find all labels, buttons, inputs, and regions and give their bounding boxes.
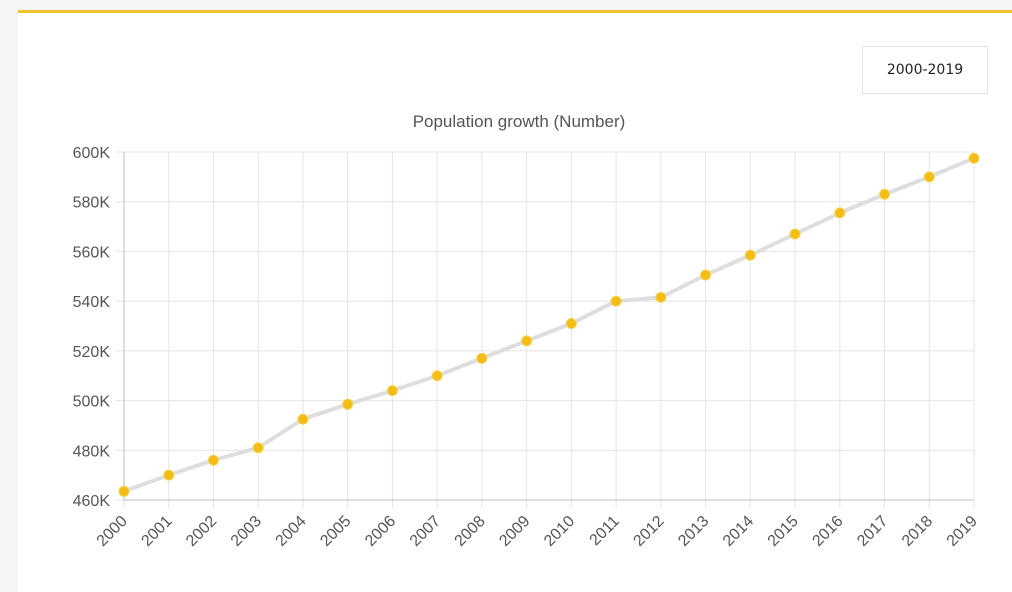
y-tick-label: 520K (73, 344, 111, 361)
x-tick-label: 2003 (228, 513, 265, 550)
data-point (252, 442, 264, 454)
x-tick-label: 2013 (675, 513, 712, 550)
data-point (789, 228, 801, 240)
y-tick-label: 480K (73, 443, 111, 460)
x-tick-label: 2006 (362, 513, 399, 550)
x-tick-label: 2015 (765, 513, 802, 550)
x-tick-label: 2009 (496, 513, 533, 550)
data-point (207, 454, 219, 466)
x-tick-label: 2004 (273, 513, 310, 550)
data-point (163, 469, 175, 481)
y-axis-ticks: 460K 480K 500K 520K 540K 560K 580K 600K (73, 145, 111, 510)
data-point (610, 295, 622, 307)
x-tick-label: 2011 (587, 513, 623, 549)
x-tick-label: 2017 (854, 513, 891, 550)
data-point (342, 398, 354, 410)
series-line (123, 156, 975, 494)
y-tick-label: 580K (73, 195, 111, 212)
x-tick-label: 2010 (541, 513, 578, 550)
y-tick-label: 540K (73, 294, 111, 311)
data-point (834, 207, 846, 219)
y-tick-label: 500K (73, 394, 111, 411)
x-tick-label: 2000 (94, 513, 131, 550)
data-point (297, 413, 309, 425)
data-point (923, 171, 935, 183)
chart-title: Population growth (Number) (413, 112, 626, 131)
series-population (123, 156, 975, 494)
x-tick-label: 2014 (720, 513, 757, 550)
data-point (565, 318, 577, 330)
data-point (700, 269, 712, 281)
x-tick-label: 2016 (809, 513, 846, 550)
data-point (386, 385, 398, 397)
data-point (968, 152, 980, 164)
x-tick-label: 2002 (183, 513, 220, 550)
year-range-button[interactable]: 2000-2019 (862, 46, 988, 94)
x-tick-label: 2012 (630, 513, 667, 550)
x-tick-label: 2001 (138, 513, 175, 550)
axes (123, 152, 974, 501)
grid (116, 151, 975, 508)
data-point (431, 370, 443, 382)
data-point (655, 291, 667, 303)
data-points (118, 152, 980, 497)
data-point (879, 188, 891, 200)
data-point (476, 352, 488, 364)
data-point (744, 249, 756, 261)
x-tick-label: 2018 (899, 513, 936, 550)
data-point (118, 485, 130, 497)
x-tick-label: 2005 (317, 513, 354, 550)
x-tick-label: 2019 (944, 513, 981, 550)
x-axis-ticks: 2000 2001 2002 2003 2004 2005 2006 2007 2008 2009… (94, 513, 981, 550)
x-tick-label: 2007 (407, 513, 444, 550)
x-tick-label: 2008 (452, 513, 489, 550)
y-tick-label: 560K (73, 244, 111, 261)
y-tick-label: 460K (73, 493, 111, 510)
data-point (521, 335, 533, 347)
y-tick-label: 600K (73, 145, 111, 162)
